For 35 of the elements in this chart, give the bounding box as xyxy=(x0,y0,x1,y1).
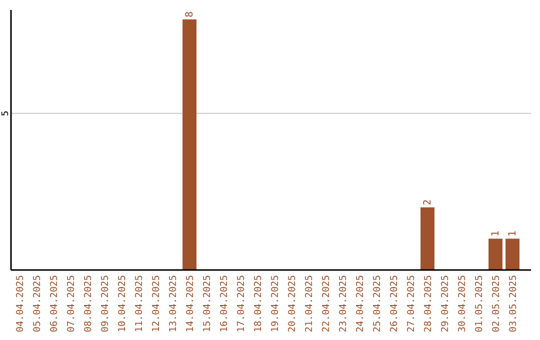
data-label: 1 xyxy=(508,230,518,237)
x-tick-label: 30.04.2025 xyxy=(457,275,468,332)
x-tick-label: 23.04.2025 xyxy=(338,275,349,332)
y-tick-label: 5 xyxy=(1,110,11,116)
x-tick-label: 10.04.2025 xyxy=(117,275,128,332)
x-tick-label: 28.04.2025 xyxy=(423,275,434,332)
x-tick-label: 11.04.2025 xyxy=(134,275,145,332)
x-tick-label: 22.04.2025 xyxy=(321,275,332,332)
x-tick-label: 16.04.2025 xyxy=(219,275,230,332)
x-tick-label: 12.04.2025 xyxy=(151,275,162,332)
x-tick-label: 21.04.2025 xyxy=(304,275,315,332)
x-tick-label: 06.04.2025 xyxy=(49,275,60,332)
x-tick-label: 07.04.2025 xyxy=(66,275,77,332)
x-tick-label: 27.04.2025 xyxy=(406,275,417,332)
x-tick-label: 08.04.2025 xyxy=(83,275,94,332)
x-tick-label: 19.04.2025 xyxy=(270,275,281,332)
x-tick-label: 13.04.2025 xyxy=(168,275,179,332)
x-tick-label: 14.04.2025 xyxy=(185,275,196,332)
data-label: 8 xyxy=(184,11,196,18)
data-label: 2 xyxy=(422,199,434,206)
x-tick-label: 01.05.2025 xyxy=(474,275,485,332)
x-tick-label: 02.05.2025 xyxy=(491,275,502,332)
x-tick-label: 18.04.2025 xyxy=(253,275,264,332)
x-tick-label: 26.04.2025 xyxy=(389,275,400,332)
data-label: 1 xyxy=(490,230,502,237)
x-tick-label: 03.05.2025 xyxy=(508,275,519,332)
x-tick-label: 05.04.2025 xyxy=(32,275,43,332)
x-tick-label: 04.04.2025 xyxy=(15,275,26,332)
x-tick-label: 24.04.2025 xyxy=(355,275,366,332)
x-tick-label: 25.04.2025 xyxy=(372,275,383,332)
x-tick-label: 29.04.2025 xyxy=(440,275,451,332)
x-tick-label: 09.04.2025 xyxy=(100,275,111,332)
x-tick-label: 15.04.2025 xyxy=(202,275,213,332)
x-tick-label: 17.04.2025 xyxy=(236,275,247,332)
x-tick-label: 20.04.2025 xyxy=(287,275,298,332)
